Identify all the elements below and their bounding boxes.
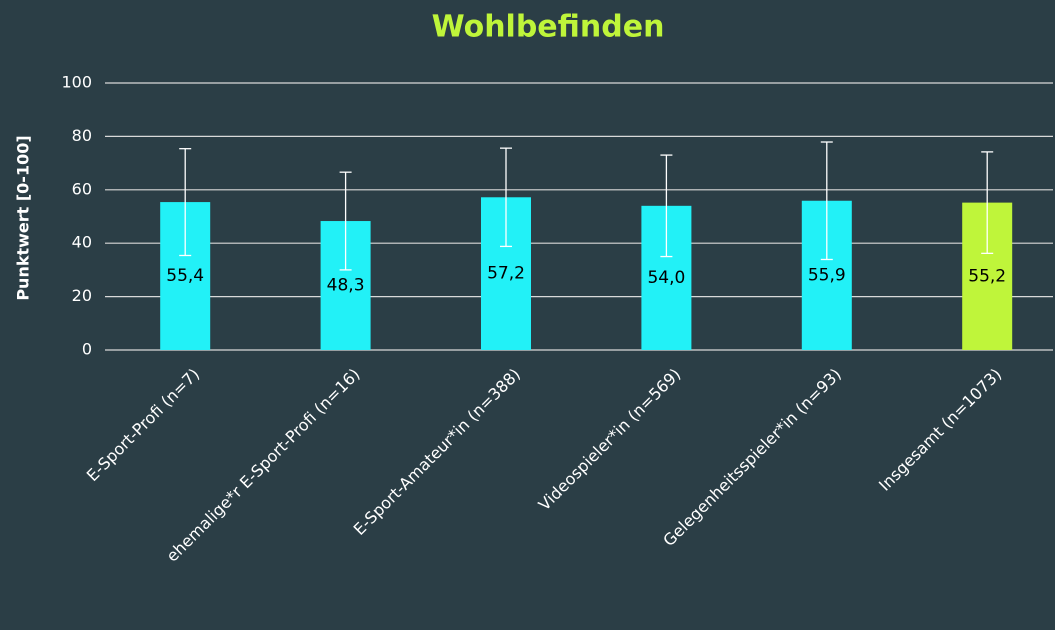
value-label: 55,2 bbox=[968, 266, 1006, 286]
x-tick-label: Insgesamt (n=1073) bbox=[875, 365, 1005, 495]
y-tick-label: 40 bbox=[72, 233, 92, 252]
x-tick-label: E-Sport-Amateur*in (n=388) bbox=[350, 365, 524, 539]
value-label: 48,3 bbox=[327, 276, 365, 296]
x-tick-label: ehemalige*r E-Sport-Profi (n=16) bbox=[163, 365, 364, 566]
x-tick-label: Videospieler*in (n=569) bbox=[535, 365, 685, 515]
y-tick-label: 60 bbox=[72, 179, 92, 198]
y-tick-label: 0 bbox=[82, 340, 92, 359]
y-tick-label: 20 bbox=[72, 286, 92, 305]
value-label: 54,0 bbox=[647, 268, 685, 288]
y-axis-label: Punktwert [0-100] bbox=[14, 135, 33, 300]
y-tick-label: 100 bbox=[61, 73, 92, 92]
chart-title: Wohlbefinden bbox=[432, 10, 665, 45]
y-tick-label: 80 bbox=[72, 126, 92, 145]
x-tick-label: E-Sport-Profi (n=7) bbox=[83, 365, 203, 485]
x-tick-label: Gelegenheitsspieler*in (n=93) bbox=[659, 365, 845, 551]
value-label: 55,4 bbox=[166, 266, 204, 286]
value-label: 55,9 bbox=[808, 265, 846, 285]
value-label: 57,2 bbox=[487, 264, 525, 284]
